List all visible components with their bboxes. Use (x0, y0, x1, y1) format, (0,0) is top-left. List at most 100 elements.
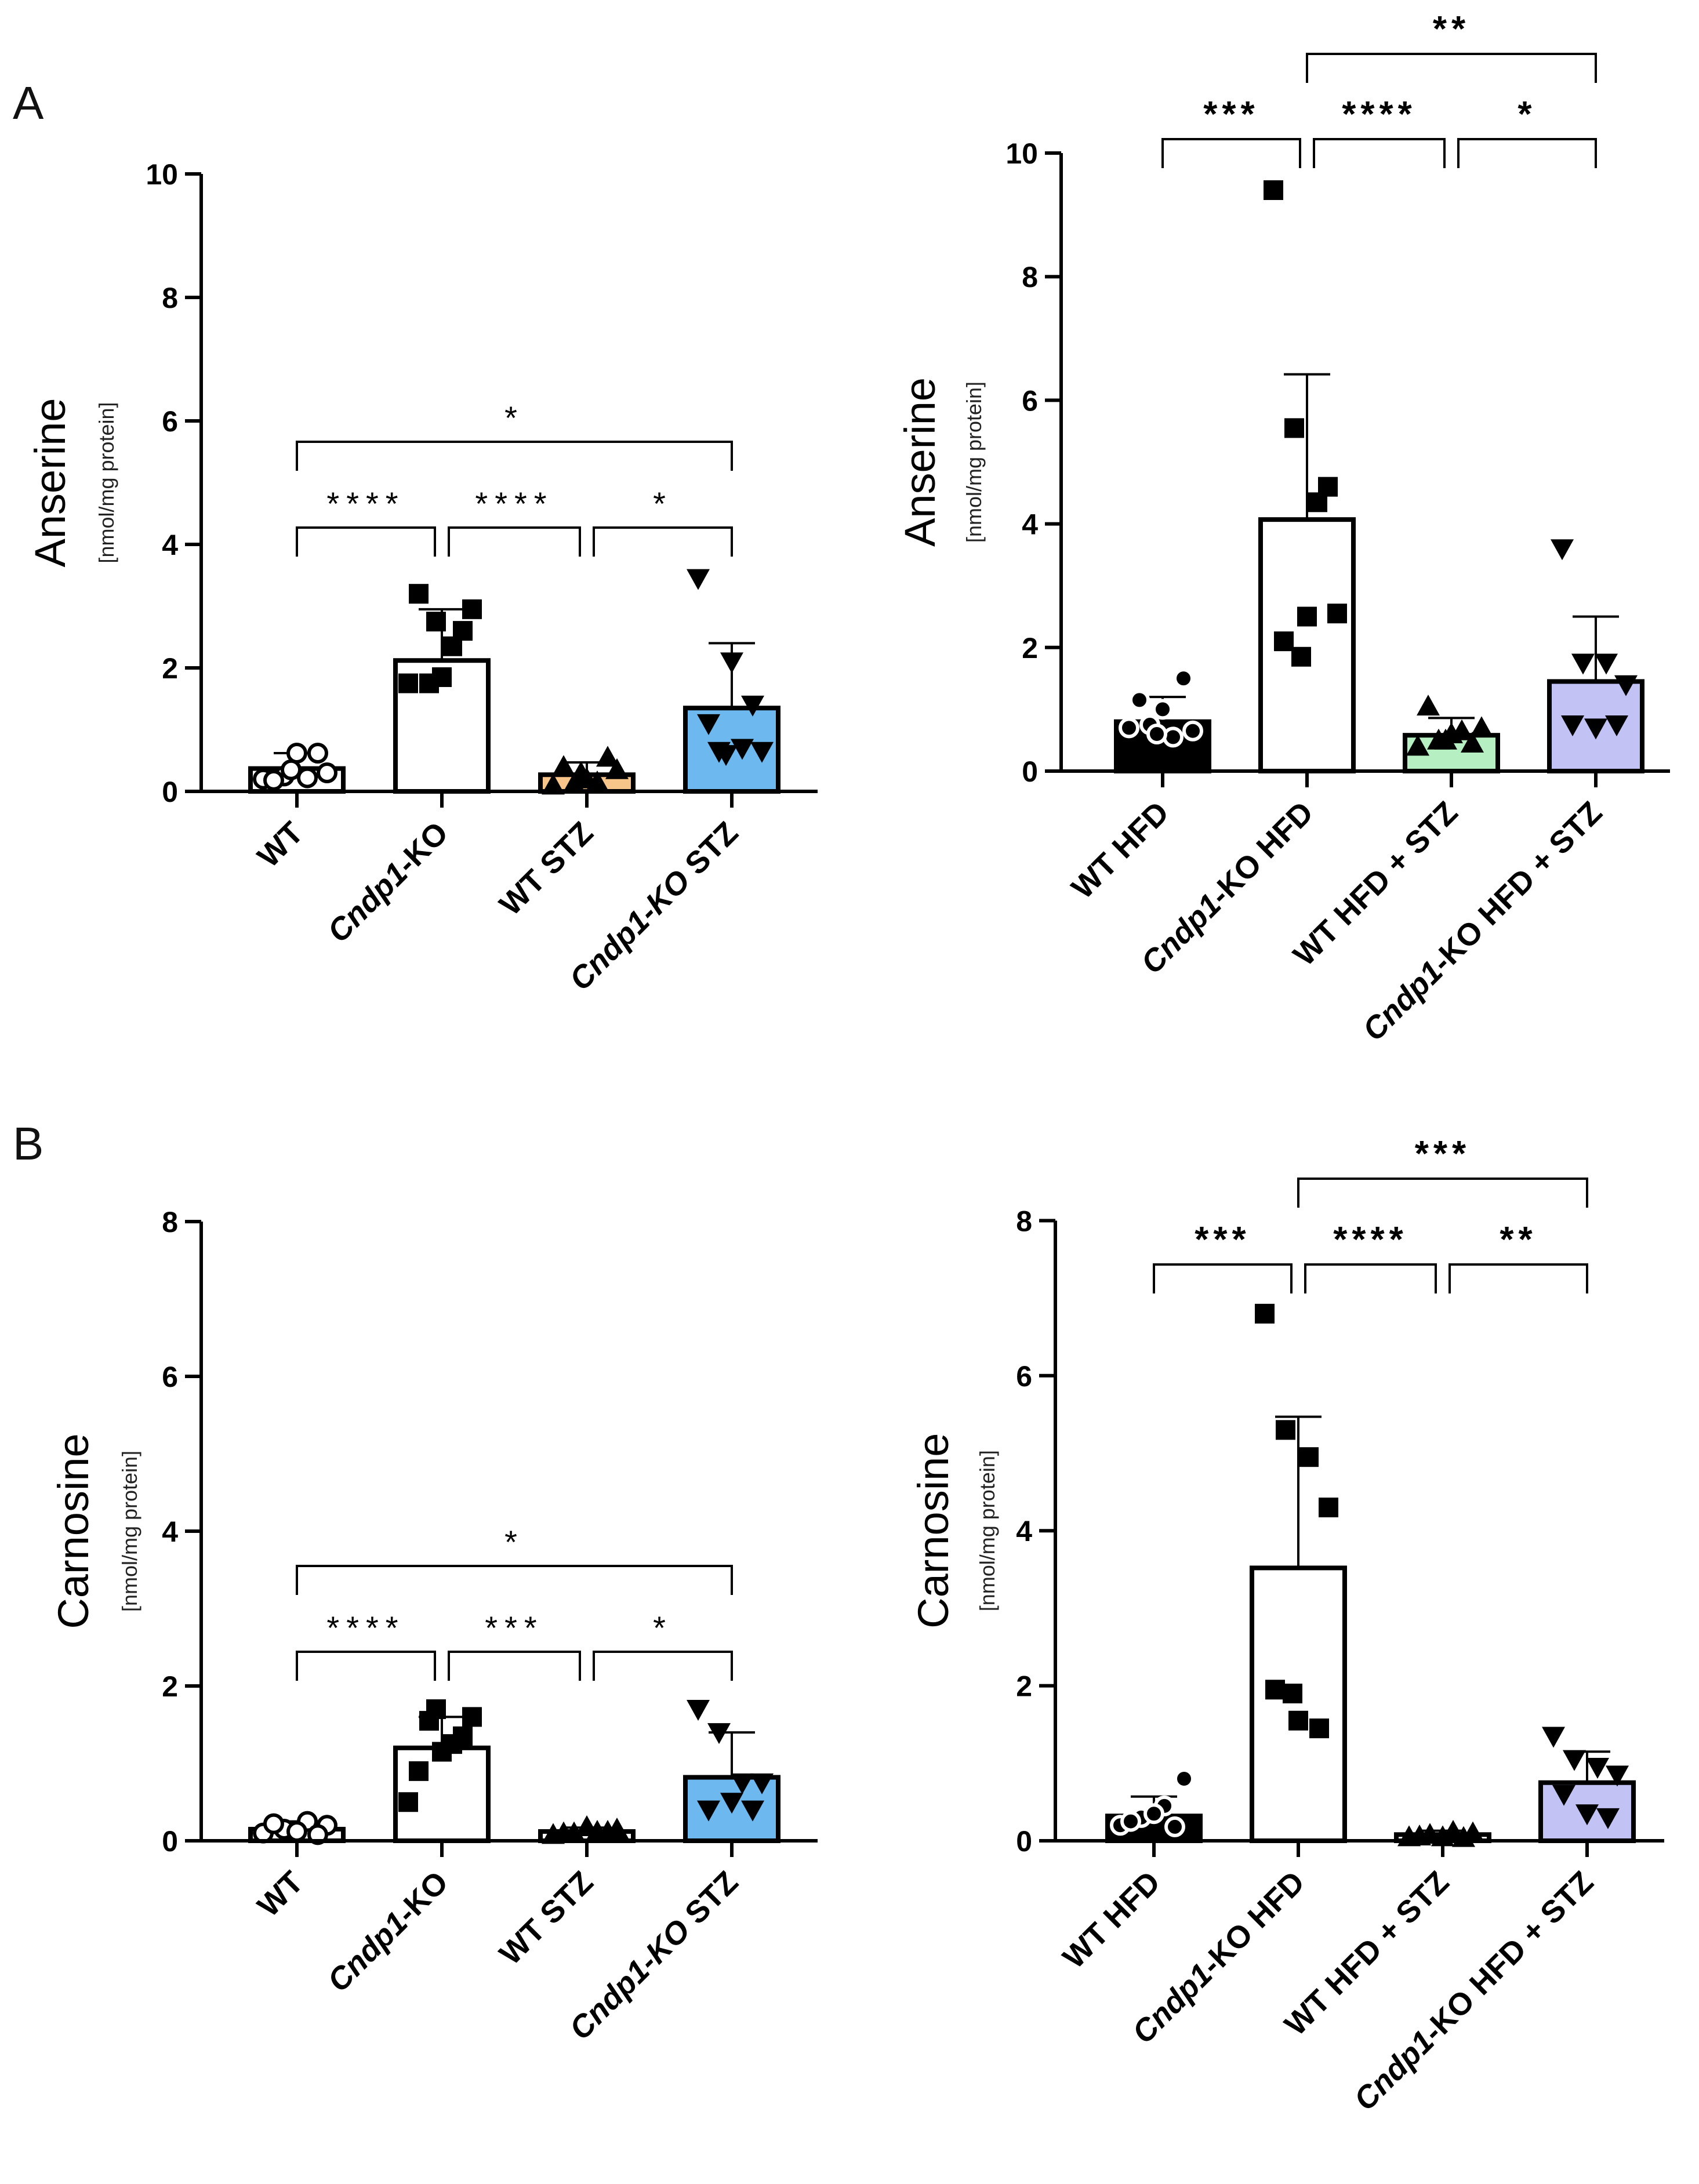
c1-ytick-label-4: 8 (1022, 261, 1038, 293)
c1-category-italic-3: Cndp1 (1356, 954, 1450, 1048)
c3-point-1-2 (1299, 1447, 1319, 1467)
c1-point-1-0 (1264, 180, 1283, 200)
c2-point-2-5 (596, 1819, 619, 1841)
c1-point-2-4 (1417, 695, 1440, 716)
c1-sig-bracket-3 (1306, 53, 1597, 83)
c1-point-0-4 (1129, 689, 1150, 711)
c1-sig-label-3: ** (1433, 9, 1470, 49)
c3-category-text-0: WT HFD (1057, 1865, 1167, 1975)
c2-point-1-4 (409, 1761, 429, 1781)
c2-point-0-4 (263, 1813, 284, 1834)
c2-y-unit: [nmol/mg protein] (118, 1451, 141, 1612)
c2-category-italic-3: Cndp1-KO (563, 1913, 697, 2047)
c2-sig-label-2: * (653, 1609, 673, 1646)
c2-point-3-3 (750, 1773, 774, 1794)
c1-sig-bracket-0 (1161, 138, 1301, 168)
c2-sig-bracket-3 (296, 1565, 733, 1595)
c3-sig-label-1: **** (1333, 1220, 1408, 1260)
c0-sig-label-3: * (504, 399, 524, 436)
c3-bar-1 (1250, 1565, 1347, 1843)
c0-point-3-2 (731, 739, 754, 760)
c1-point-3-0 (1551, 539, 1574, 561)
c3-point-1-0 (1255, 1303, 1275, 1324)
c1-point-2-3 (1470, 716, 1493, 737)
c2-point-1-3 (462, 1707, 482, 1727)
c3-point-3-0 (1542, 1727, 1565, 1748)
c2-point-2-6 (575, 1815, 598, 1836)
c0-point-0-3 (317, 762, 337, 784)
c2-point-3-1 (707, 1723, 731, 1745)
c0-sig-bracket-3 (296, 441, 733, 471)
c2-sig-bracket-1 (448, 1651, 581, 1681)
c0-point-0-2 (297, 767, 318, 788)
c2-point-1-0 (398, 1792, 418, 1812)
c3-point-3-2 (1586, 1757, 1609, 1779)
c2-point-3-6 (720, 1793, 743, 1814)
c0-category-label-0: WT (251, 815, 310, 874)
c3-sig-bracket-1 (1304, 1263, 1437, 1293)
c1-ytick-label-5: 10 (1005, 137, 1038, 170)
c1-sig-label-2: * (1518, 95, 1536, 135)
c3-y-label: Carnosine (909, 1433, 957, 1629)
c2-ytick-label-4: 8 (162, 1206, 178, 1238)
c1-category-label-3: Cndp1-KO HFD + STZ (1356, 795, 1609, 1048)
c1-category-text-1: -KO HFD (1203, 795, 1320, 912)
c3-category-text-1: -KO HFD (1195, 1865, 1312, 1982)
c1-sig-label-1: **** (1342, 95, 1417, 135)
c2-ytick-label-2: 4 (162, 1516, 178, 1548)
c3-sig-bracket-0 (1153, 1263, 1293, 1293)
c0-y-unit: [nmol/mg protein] (95, 402, 118, 563)
c2-sig-bracket-0 (296, 1651, 436, 1681)
c2-point-3-2 (731, 1773, 754, 1794)
c1-sig-label-0: *** (1203, 95, 1259, 135)
c0-point-2-5 (596, 746, 619, 767)
c0-sig-bracket-1 (448, 526, 581, 557)
panel-label-a: A (13, 77, 44, 129)
c0-point-0-5 (307, 742, 328, 764)
c0-ytick-label-3: 6 (162, 405, 178, 438)
c0-point-3-3 (750, 742, 774, 763)
c0-point-1-3 (462, 599, 482, 619)
c0-sig-bracket-2 (593, 526, 733, 557)
c0-point-1-5 (453, 621, 473, 641)
c3-point-1-3 (1319, 1498, 1338, 1518)
c2-point-0-6 (286, 1820, 307, 1842)
c3-category-label-3: Cndp1-KO HFD + STZ (1348, 1865, 1600, 2117)
c2-category-italic-1: Cndp1 (321, 1905, 414, 1998)
c2-point-2-4 (552, 1821, 575, 1843)
c1-ytick-label-3: 6 (1022, 384, 1038, 417)
c3-y-unit: [nmol/mg protein] (975, 1450, 999, 1611)
c0-point-3-4 (697, 714, 720, 735)
c0-point-2-7 (569, 761, 593, 783)
c1-point-1-7 (1291, 646, 1311, 667)
c2-point-3-4 (697, 1800, 720, 1822)
c3-sig-label-0: *** (1195, 1220, 1250, 1260)
c3-category-italic-1: Cndp1 (1126, 1957, 1219, 2050)
c2-category-label-1: Cndp1-KO (321, 1865, 455, 1998)
c3-ytick-label-0: 0 (1016, 1825, 1032, 1858)
c1-point-1-3 (1327, 604, 1347, 624)
c1-point-0-5 (1173, 668, 1194, 689)
c0-sig-bracket-0 (296, 526, 436, 557)
c2-sig-bracket-2 (593, 1651, 733, 1681)
c2-ytick-label-0: 0 (162, 1825, 178, 1858)
c1-point-3-4 (1561, 715, 1584, 737)
c1-point-3-5 (1605, 715, 1628, 737)
c1-ytick-label-2: 4 (1022, 508, 1038, 541)
c0-category-label-1: Cndp1-KO (321, 815, 455, 949)
c0-point-2-3 (605, 758, 629, 779)
c3-point-0-4 (1120, 1811, 1141, 1832)
c3-point-1-7 (1283, 1683, 1302, 1703)
c3-ytick-label-4: 8 (1016, 1205, 1032, 1237)
c0-sig-label-2: * (653, 485, 673, 522)
c0-point-3-6 (720, 652, 743, 674)
c0-ytick-label-4: 8 (162, 282, 178, 314)
c1-point-3-1 (1571, 653, 1595, 675)
c0-category-text-0: WT (251, 815, 310, 874)
c1-point-0-6 (1152, 699, 1173, 720)
c2-point-1-7 (426, 1699, 446, 1720)
c1-point-2-0 (1406, 735, 1429, 756)
